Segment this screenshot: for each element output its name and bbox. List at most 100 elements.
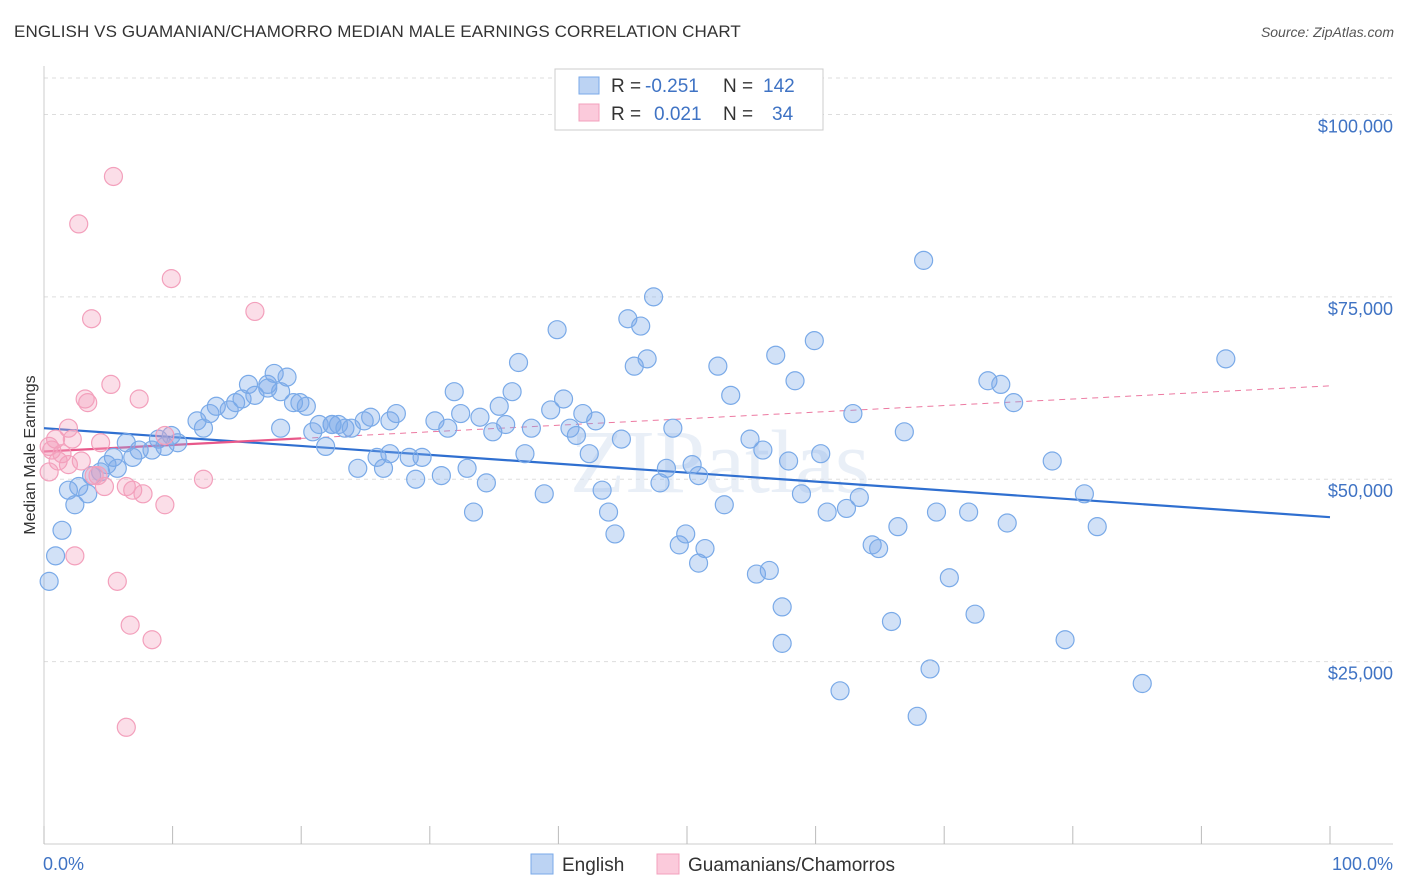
english-point-77 <box>586 411 606 431</box>
english-point-106 <box>785 371 805 391</box>
english-point-133 <box>1074 484 1094 504</box>
legend-n-label-english: N = <box>723 76 753 97</box>
guam-point-14 <box>81 309 102 329</box>
guam-point-6 <box>58 418 79 438</box>
english-point-136 <box>1216 349 1236 369</box>
english-point-139 <box>322 414 342 435</box>
english-point-49 <box>386 403 406 424</box>
english-point-81 <box>611 429 632 449</box>
english-point-52 <box>412 447 432 467</box>
english-point-127 <box>978 371 998 391</box>
english-point-95 <box>695 538 715 559</box>
english-point-32 <box>271 418 291 438</box>
english-point-40 <box>328 414 349 435</box>
guam-point-13 <box>78 393 98 413</box>
guam-point-17 <box>90 433 111 453</box>
english-point-68 <box>521 418 541 438</box>
english-point-99 <box>740 429 760 449</box>
english-point-90 <box>669 535 689 555</box>
english-point-54 <box>431 465 451 486</box>
english-point-43 <box>348 458 368 478</box>
y-tick-label-0: $25,000 <box>1328 664 1393 684</box>
guam-point-8 <box>62 429 82 449</box>
english-point-1 <box>45 546 66 566</box>
english-point-126 <box>965 604 985 624</box>
guam-point-27 <box>142 630 162 650</box>
bottom-legend: English Guamanians/Chamorros <box>530 853 895 876</box>
legend-r-value-guam: 0.021 <box>654 104 702 125</box>
english-point-66 <box>508 352 529 373</box>
english-point-0 <box>39 571 59 591</box>
guam-point-19 <box>101 374 121 394</box>
english-point-57 <box>451 403 471 424</box>
guam-point-10 <box>71 451 91 471</box>
english-point-44 <box>354 411 374 431</box>
guam-point-9 <box>65 546 85 566</box>
english-point-35 <box>296 396 316 416</box>
english-point-118 <box>888 517 908 537</box>
english-point-56 <box>444 382 464 402</box>
english-point-73 <box>560 418 580 438</box>
legend-swatch-english <box>578 76 600 95</box>
legend-r-label-english: R = <box>611 76 641 97</box>
english-point-97 <box>714 495 734 515</box>
guam-point-7 <box>58 455 79 475</box>
english-point-98 <box>721 385 741 405</box>
guam-trend-line-dashed <box>301 385 1331 439</box>
english-point-4 <box>65 495 85 515</box>
english-point-92 <box>682 455 702 475</box>
english-point-124 <box>939 568 959 588</box>
english-point-34 <box>290 393 310 413</box>
bottom-legend-swatch-english <box>530 853 554 875</box>
english-point-24 <box>226 393 246 413</box>
legend-r-value-english: -0.251 <box>645 76 699 97</box>
guam-point-23 <box>120 615 140 635</box>
english-point-89 <box>663 418 683 438</box>
english-point-36 <box>303 422 323 442</box>
chart-title: ENGLISH VS GUAMANIAN/CHAMORRO MEDIAN MAL… <box>14 22 741 41</box>
guam-point-31 <box>116 717 136 737</box>
guam-point-22 <box>116 476 136 497</box>
y-tick-labels: $25,000 $50,000 $75,000 $100,000 <box>1318 116 1393 683</box>
english-point-80 <box>605 524 625 544</box>
guam-point-21 <box>103 166 124 187</box>
english-point-85 <box>637 349 657 369</box>
english-point-71 <box>547 320 567 340</box>
english-point-113 <box>843 403 863 424</box>
x-tick-label-max: 100.0% <box>1332 854 1393 874</box>
chart-source: Source: ZipAtlas.com <box>1260 24 1394 40</box>
english-point-137 <box>772 597 792 617</box>
english-point-6 <box>78 484 98 504</box>
guam-point-32 <box>193 469 214 489</box>
english-point-131 <box>1042 451 1062 471</box>
english-point-130 <box>1004 393 1024 413</box>
guam-point-16 <box>88 465 108 486</box>
english-point-79 <box>598 502 619 522</box>
guam-point-11 <box>69 214 89 234</box>
english-point-115 <box>862 535 882 555</box>
english-point-84 <box>631 316 651 336</box>
legend-n-label-guam: N = <box>723 104 753 125</box>
english-point-105 <box>778 451 799 471</box>
english-point-109 <box>811 444 831 464</box>
english-point-96 <box>708 356 728 376</box>
english-point-65 <box>502 382 522 402</box>
english-point-26 <box>238 374 259 394</box>
guam-point-30 <box>161 269 181 289</box>
english-point-15 <box>142 440 162 460</box>
legend-box <box>554 68 824 131</box>
english-point-128 <box>991 374 1011 394</box>
english-point-120 <box>907 706 927 726</box>
english-point-123 <box>926 502 947 522</box>
english-point-76 <box>579 444 599 464</box>
english-point-117 <box>881 611 902 632</box>
guam-point-28 <box>155 495 175 515</box>
english-point-21 <box>200 403 220 424</box>
x-tick-label-min: 0.0% <box>43 854 84 874</box>
english-point-13 <box>123 447 143 467</box>
guam-point-26 <box>133 484 153 504</box>
english-point-41 <box>335 418 355 438</box>
guam-point-2 <box>42 440 62 460</box>
english-point-51 <box>406 469 426 489</box>
